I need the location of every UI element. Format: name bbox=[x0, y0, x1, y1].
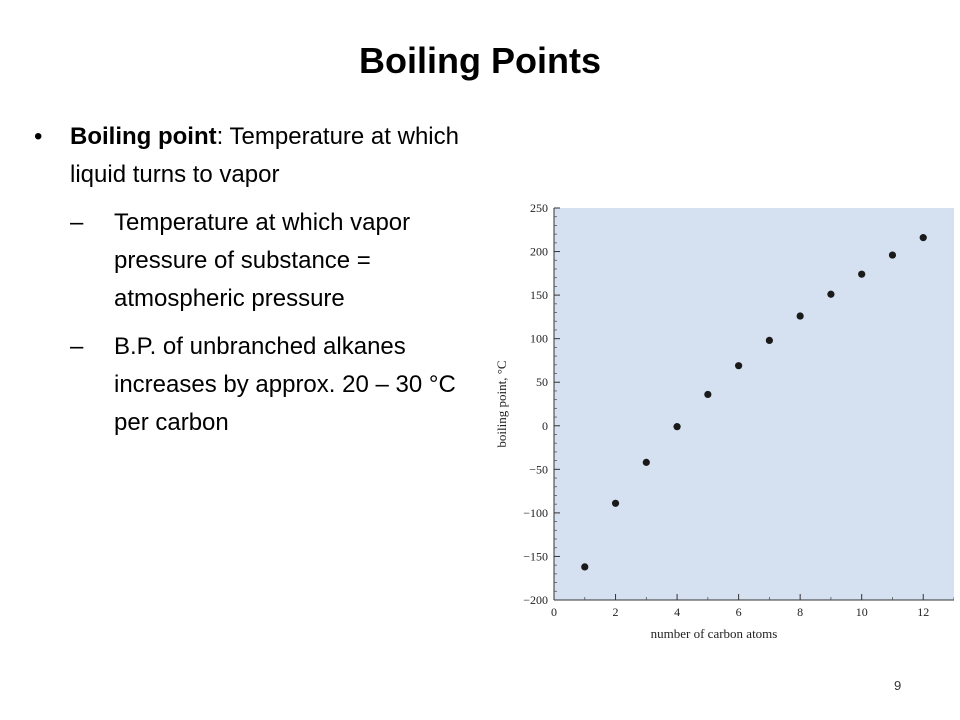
data-point bbox=[642, 458, 650, 466]
bullet-term: Boiling point bbox=[70, 123, 217, 150]
dash-icon: – bbox=[70, 209, 84, 236]
x-tick-label: 4 bbox=[674, 605, 680, 619]
data-point bbox=[858, 270, 866, 278]
x-tick-label: 12 bbox=[917, 605, 929, 619]
data-point bbox=[827, 290, 835, 298]
x-axis-label: number of carbon atoms bbox=[651, 626, 778, 641]
y-tick-label: −100 bbox=[523, 506, 548, 520]
plot-area bbox=[554, 208, 954, 600]
data-point bbox=[735, 362, 743, 370]
y-tick-label: −150 bbox=[523, 549, 548, 563]
x-tick-label: 6 bbox=[736, 605, 742, 619]
sub-bullet-vapor-pressure: – Temperature at which vapor pressure of… bbox=[34, 204, 464, 318]
x-tick-label: 2 bbox=[613, 605, 619, 619]
data-point bbox=[765, 336, 773, 345]
sub-bullet-text: B.P. of unbranched alkanes increases by … bbox=[114, 333, 456, 436]
boiling-point-chart: −200 −150 −100 −50 0 50 100 150 200 250 0 2 4 6 8 10 12 n… bbox=[494, 201, 954, 641]
y-tick-label: 50 bbox=[536, 375, 548, 389]
y-tick-label: 150 bbox=[530, 288, 548, 302]
data-point bbox=[704, 390, 712, 399]
data-point bbox=[673, 423, 681, 431]
data-point bbox=[888, 251, 897, 259]
bullet-dot-icon: • bbox=[34, 123, 43, 150]
bullet-list: • Boiling point: Temperature at which li… bbox=[34, 118, 464, 442]
x-tick-label: 0 bbox=[551, 605, 557, 619]
bullet-boiling-point: • Boiling point: Temperature at which li… bbox=[34, 118, 464, 194]
y-axis-label: boiling point, °C bbox=[494, 360, 509, 447]
sub-bullet-text: Temperature at which vapor pressure of s… bbox=[114, 209, 411, 312]
x-tick-label: 10 bbox=[856, 605, 868, 619]
y-tick-label: 0 bbox=[542, 419, 548, 433]
data-point bbox=[796, 312, 804, 320]
dash-icon: – bbox=[70, 333, 84, 360]
y-tick-label: −200 bbox=[523, 593, 548, 607]
bullet-definition: : Temperature at which liquid turns to v… bbox=[70, 123, 459, 188]
y-tick-label: 200 bbox=[530, 245, 548, 259]
y-tick-label: 100 bbox=[530, 332, 548, 346]
page-number: 9 bbox=[894, 678, 902, 693]
data-point bbox=[581, 563, 589, 571]
slide-title: Boiling Points bbox=[359, 40, 601, 81]
sub-bullet-alkanes: – B.P. of unbranched alkanes increases b… bbox=[34, 328, 464, 442]
x-tick-label: 8 bbox=[797, 605, 803, 619]
y-tick-label: 250 bbox=[530, 201, 548, 215]
y-tick-label: −50 bbox=[529, 462, 548, 476]
data-point bbox=[919, 234, 927, 242]
data-point bbox=[611, 499, 620, 507]
